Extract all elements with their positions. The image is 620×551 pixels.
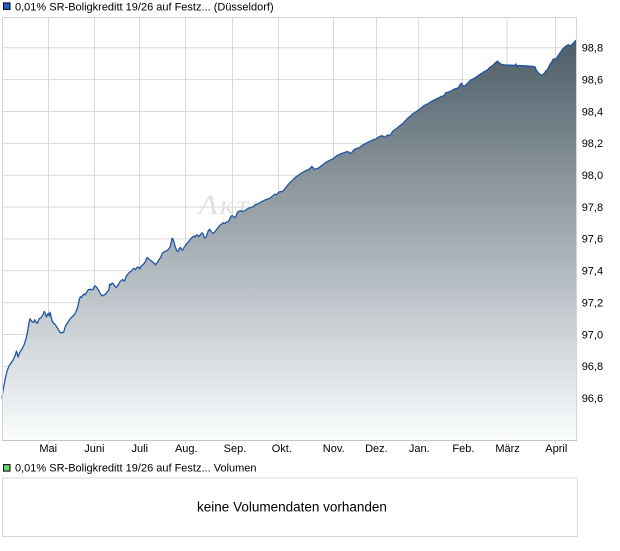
svg-text:Mai: Mai [39, 443, 57, 455]
svg-text:97,2: 97,2 [582, 297, 603, 309]
svg-text:98,4: 98,4 [582, 106, 603, 118]
svg-text:98,2: 98,2 [582, 138, 603, 150]
svg-text:April: April [545, 443, 567, 455]
svg-text:0,01% SR-Boligkreditt 19/26 au: 0,01% SR-Boligkreditt 19/26 auf Festz...… [15, 2, 274, 14]
svg-text:98,8: 98,8 [582, 43, 603, 55]
svg-text:keine Volumendaten vorhanden: keine Volumendaten vorhanden [197, 500, 387, 515]
svg-text:0,01% SR-Boligkreditt 19/26 au: 0,01% SR-Boligkreditt 19/26 auf Festz...… [15, 463, 257, 475]
svg-text:Nov.: Nov. [323, 443, 345, 455]
svg-text:Sep.: Sep. [224, 443, 247, 455]
svg-text:98,0: 98,0 [582, 170, 603, 182]
svg-text:96,6: 96,6 [582, 393, 603, 405]
svg-text:97,4: 97,4 [582, 266, 603, 278]
svg-text:Juli: Juli [132, 443, 149, 455]
svg-text:97,0: 97,0 [582, 329, 603, 341]
svg-text:96,8: 96,8 [582, 361, 603, 373]
svg-text:Dez.: Dez. [365, 443, 388, 455]
svg-text:98,6: 98,6 [582, 75, 603, 87]
svg-text:Okt.: Okt. [272, 443, 292, 455]
svg-text:Feb.: Feb. [452, 443, 474, 455]
svg-text:Jan.: Jan. [409, 443, 430, 455]
svg-text:97,8: 97,8 [582, 202, 603, 214]
svg-text:97,6: 97,6 [582, 234, 603, 246]
svg-text:Juni: Juni [84, 443, 104, 455]
svg-text:März: März [495, 443, 519, 455]
svg-text:Aug.: Aug. [175, 443, 198, 455]
